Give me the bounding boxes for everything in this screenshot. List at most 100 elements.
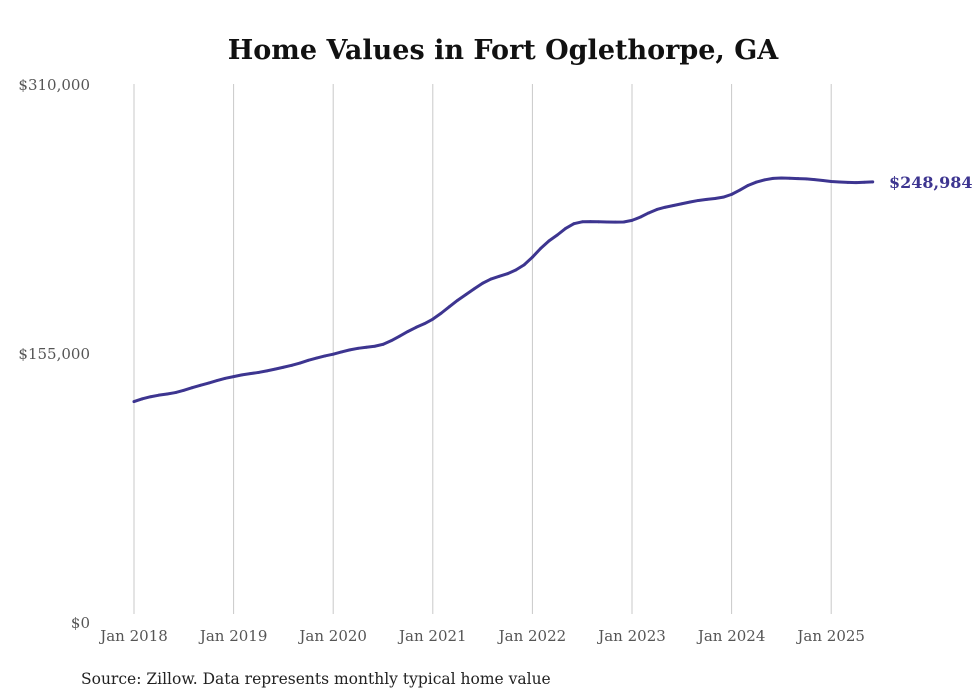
data-point xyxy=(315,356,318,360)
data-point xyxy=(663,205,667,209)
data-point xyxy=(638,215,642,219)
data-point xyxy=(423,322,426,326)
data-point xyxy=(232,375,236,378)
data-point xyxy=(813,178,816,182)
data-point xyxy=(140,397,144,401)
data-point xyxy=(804,177,808,181)
data-point xyxy=(506,272,509,276)
data-point xyxy=(589,220,592,224)
data-point xyxy=(838,180,841,184)
data-point xyxy=(356,346,360,350)
data-point xyxy=(182,388,186,392)
data-point xyxy=(365,345,368,349)
data-point xyxy=(721,195,725,199)
data-point xyxy=(348,348,352,352)
data-point xyxy=(821,179,825,182)
data-point xyxy=(572,222,576,226)
data-point xyxy=(647,211,650,215)
data-point xyxy=(771,177,775,180)
data-point xyxy=(223,376,227,380)
data-point xyxy=(273,367,277,371)
data-point xyxy=(414,325,418,329)
x-tick-label: Jan 2020 xyxy=(297,627,367,645)
data-point xyxy=(331,352,335,356)
x-tick-label: Jan 2022 xyxy=(497,627,567,645)
data-point xyxy=(871,180,875,184)
data-point xyxy=(846,181,850,184)
y-tick-label: $310,000 xyxy=(18,76,90,94)
data-point xyxy=(481,281,484,285)
data-point xyxy=(489,277,493,281)
data-point xyxy=(605,220,609,224)
data-point xyxy=(547,239,551,243)
data-point xyxy=(854,181,858,184)
data-point xyxy=(755,180,758,184)
data-point xyxy=(132,400,136,403)
data-point xyxy=(456,298,460,302)
data-point xyxy=(298,361,302,365)
data-point xyxy=(257,371,260,374)
data-point xyxy=(738,188,742,192)
data-point xyxy=(705,198,709,201)
data-point xyxy=(522,263,526,267)
data-point xyxy=(340,350,343,354)
data-point xyxy=(829,180,833,183)
data-point xyxy=(622,220,626,224)
data-point xyxy=(746,183,750,187)
data-point xyxy=(555,233,559,237)
data-point xyxy=(564,226,567,230)
data-point xyxy=(431,317,435,321)
data-point xyxy=(381,342,385,346)
data-point xyxy=(306,358,310,362)
data-point xyxy=(323,354,327,358)
data-point xyxy=(215,379,219,382)
data-point xyxy=(282,365,285,369)
data-point xyxy=(199,383,202,387)
data-point xyxy=(389,339,393,343)
data-point xyxy=(688,200,692,204)
data-point xyxy=(265,369,269,373)
data-point xyxy=(763,178,767,182)
data-point xyxy=(655,208,659,211)
x-tick-label: Jan 2019 xyxy=(198,627,268,645)
data-point xyxy=(207,381,211,385)
data-point xyxy=(788,176,792,180)
data-point xyxy=(730,192,733,196)
data-point xyxy=(165,392,169,396)
data-point xyxy=(672,204,675,207)
y-tick-label: $155,000 xyxy=(18,345,90,363)
y-tick-label: $0 xyxy=(71,614,90,632)
x-tick-label: Jan 2024 xyxy=(696,627,766,645)
data-point xyxy=(539,246,543,250)
x-tick-label: Jan 2021 xyxy=(397,627,467,645)
data-point xyxy=(713,197,717,200)
data-point xyxy=(373,344,377,348)
data-point xyxy=(464,293,468,296)
data-point xyxy=(149,395,153,399)
data-point xyxy=(614,220,617,224)
data-point xyxy=(863,180,866,184)
data-point xyxy=(580,220,584,224)
x-axis-ticks: Jan 2018 Jan 2019 Jan 2020 Jan 2021 Jan 2022… xyxy=(98,627,865,645)
source-note: Source: Zillow. Data represents monthly … xyxy=(81,670,551,688)
data-point xyxy=(398,334,401,338)
data-point xyxy=(780,176,783,180)
data-point xyxy=(448,305,451,309)
data-point xyxy=(240,373,244,377)
end-value-label: $248,984 xyxy=(889,173,973,192)
data-point xyxy=(248,372,252,376)
data-point xyxy=(630,219,634,222)
data-point xyxy=(597,220,601,224)
x-tick-label: Jan 2023 xyxy=(596,627,666,645)
data-point xyxy=(439,311,443,315)
data-point xyxy=(472,287,476,291)
series-layer xyxy=(132,176,875,404)
data-point xyxy=(157,393,161,397)
data-point xyxy=(697,199,700,202)
data-point xyxy=(680,202,684,206)
data-point xyxy=(174,391,177,394)
data-point xyxy=(497,274,501,278)
data-point xyxy=(514,268,518,272)
data-point xyxy=(406,330,410,333)
